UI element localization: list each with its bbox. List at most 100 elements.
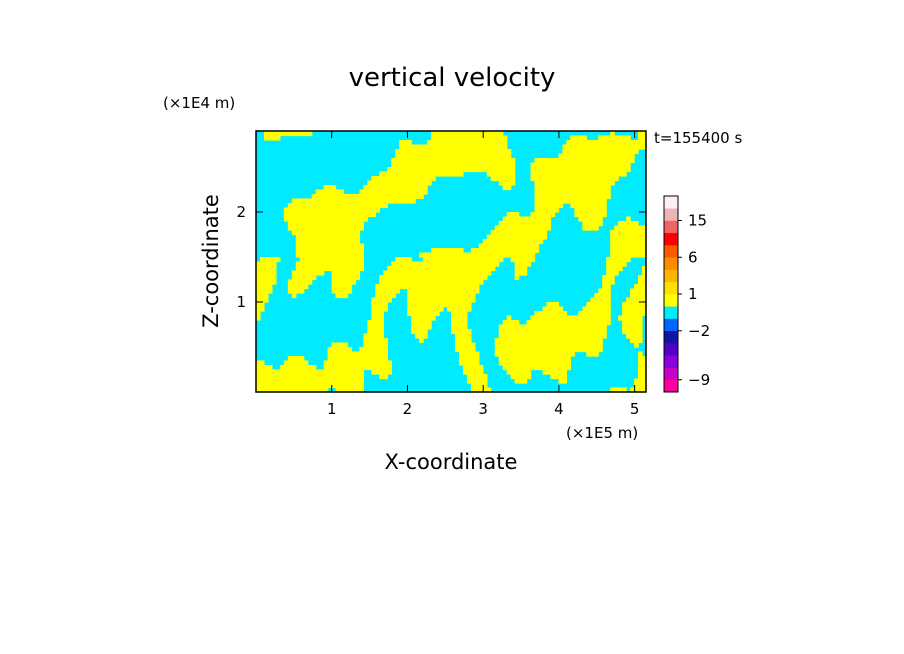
field-cell-positive (602, 140, 607, 146)
field-cell-positive (375, 369, 380, 375)
field-cell-positive (506, 252, 512, 258)
field-cell-positive (295, 369, 301, 375)
field-cell-positive (586, 311, 591, 317)
field-cell-positive (550, 365, 556, 371)
field-cell-positive (590, 216, 595, 222)
field-cell-positive (387, 270, 392, 276)
field-cell-positive (267, 284, 273, 290)
field-cell-positive (478, 135, 484, 141)
field-cell-positive (634, 149, 639, 155)
field-cell-positive (630, 329, 635, 335)
field-cell-positive (411, 329, 416, 335)
field-cell-positive (391, 198, 396, 204)
field-cell-positive (347, 261, 353, 267)
field-cell-positive (498, 230, 504, 236)
field-cell-positive (383, 288, 388, 294)
field-cell-positive (498, 135, 504, 141)
field-cell-positive (291, 369, 297, 375)
field-cell-positive (590, 320, 595, 326)
field-cell-positive (582, 347, 587, 353)
field-cell-positive (311, 248, 317, 254)
field-cell-positive (391, 261, 396, 267)
field-cell-positive (299, 239, 305, 245)
field-cell-positive (558, 333, 564, 339)
field-cell-positive (642, 302, 646, 308)
field-cell-positive (327, 351, 333, 357)
field-cell-positive (283, 383, 289, 389)
field-cell-positive (550, 369, 556, 375)
field-cell-positive (602, 194, 607, 200)
field-cell-positive (383, 306, 388, 312)
field-cell-positive (279, 378, 285, 384)
field-cell-positive (602, 306, 607, 312)
field-cell-positive (435, 293, 440, 299)
field-cell-positive (259, 293, 265, 299)
field-cell-positive (347, 194, 353, 200)
field-cell-positive (466, 279, 472, 285)
field-cell-positive (419, 302, 424, 308)
field-cell-positive (335, 383, 341, 389)
field-cell-positive (319, 189, 325, 195)
field-cell-positive (546, 356, 552, 362)
field-cell-positive (470, 383, 476, 389)
field-cell-positive (279, 369, 285, 375)
field-cell-positive (259, 275, 265, 281)
field-cell-positive (498, 239, 504, 245)
field-cell-positive (630, 293, 635, 299)
field-cell-positive (586, 153, 591, 159)
field-cell-positive (335, 261, 341, 267)
field-cell-positive (538, 234, 544, 240)
field-cell-positive (642, 387, 646, 392)
field-cell-positive (443, 302, 448, 308)
field-cell-positive (411, 324, 416, 330)
field-cell-positive (494, 135, 500, 141)
field-cell-positive (566, 144, 571, 150)
field-cell-positive (427, 144, 432, 150)
field-cell-positive (606, 311, 611, 317)
field-cell-positive (606, 140, 611, 146)
field-cell-positive (359, 257, 365, 263)
field-cell-positive (343, 351, 349, 357)
field-cell-positive (542, 180, 548, 186)
field-cell-positive (522, 333, 528, 339)
field-cell-positive (582, 140, 587, 146)
field-cell-positive (419, 284, 424, 290)
field-cell-positive (502, 221, 508, 227)
field-cell-positive (514, 252, 520, 258)
field-cell-positive (267, 365, 273, 371)
field-cell-positive (315, 383, 321, 389)
field-cell-positive (606, 167, 611, 173)
field-cell-positive (256, 270, 261, 276)
field-cell-positive (431, 270, 436, 276)
field-cell-positive (454, 288, 460, 294)
field-cell-positive (367, 212, 373, 218)
field-cell-positive (443, 279, 448, 285)
field-cell-positive (287, 212, 293, 218)
field-cell-positive (256, 360, 261, 366)
field-cell-positive (371, 315, 376, 321)
field-cell-positive (558, 329, 564, 335)
field-cell-positive (578, 194, 583, 200)
field-cell-positive (439, 135, 444, 141)
field-cell-positive (391, 194, 396, 200)
field-cell-positive (558, 365, 564, 371)
field-cell-positive (590, 171, 595, 177)
field-cell-positive (550, 171, 556, 177)
field-cell-positive (303, 221, 309, 227)
field-cell-positive (419, 176, 424, 182)
field-cell-positive (451, 149, 456, 155)
x-scale-label: (×1E5 m) (566, 424, 638, 442)
field-cell-positive (642, 306, 646, 312)
field-cell-positive (371, 356, 376, 362)
field-cell-positive (642, 243, 646, 249)
field-cell-positive (447, 153, 452, 159)
field-cell-positive (451, 131, 456, 137)
field-cell-positive (474, 378, 480, 384)
field-cell-positive (359, 261, 365, 267)
field-cell-positive (327, 369, 333, 375)
field-cell-positive (514, 374, 520, 380)
field-cell-positive (526, 351, 532, 357)
field-cell-positive (458, 297, 464, 303)
field-cell-positive (622, 243, 627, 249)
field-cell-positive (307, 216, 313, 222)
